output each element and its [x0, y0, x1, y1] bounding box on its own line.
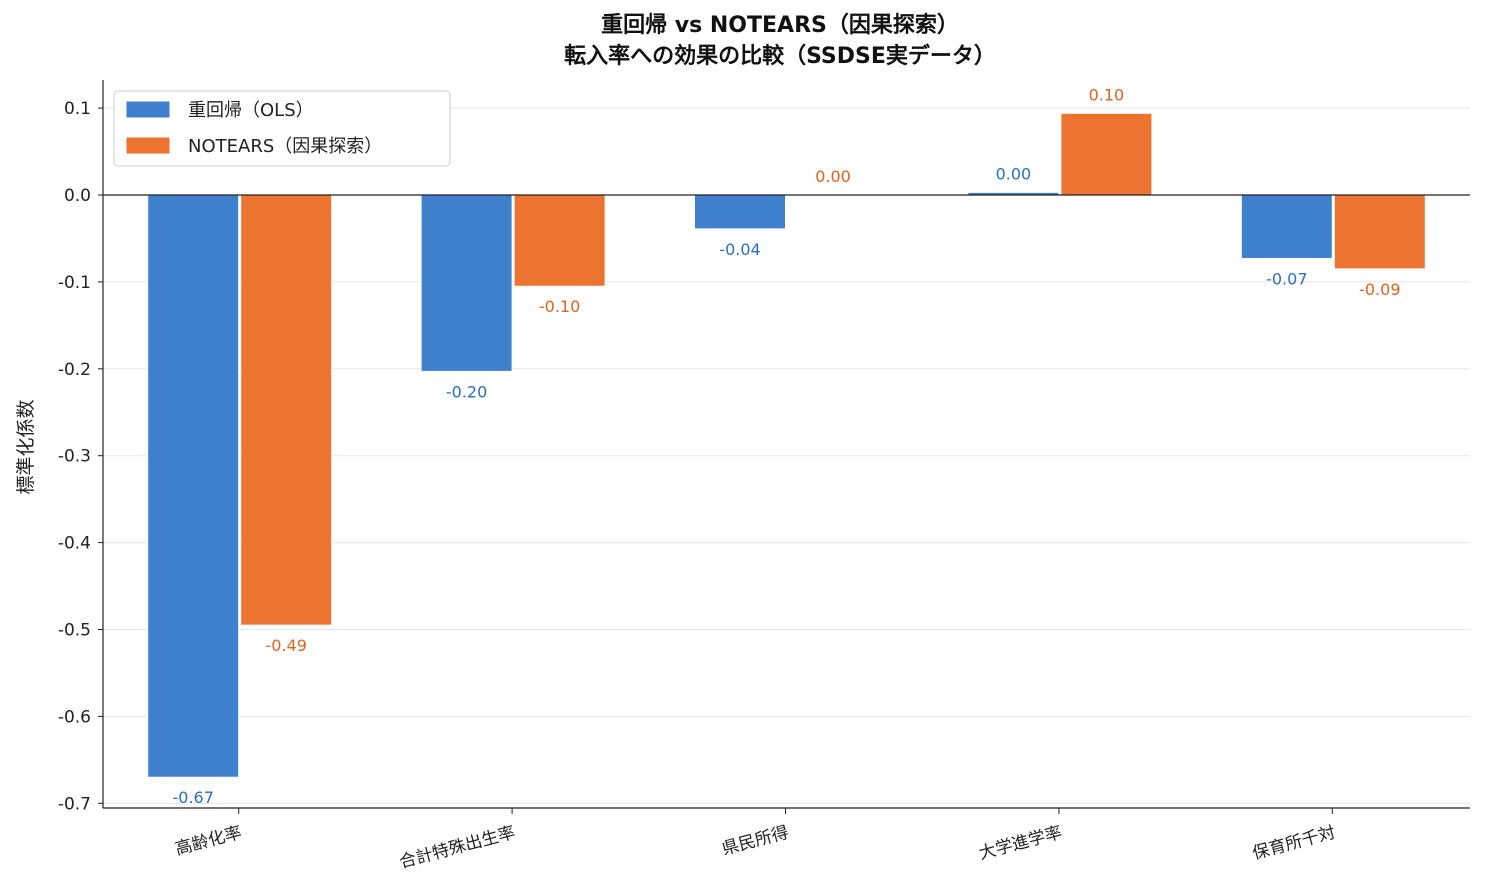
- data-label-ols: 0.00: [996, 164, 1032, 183]
- legend-label-notears: NOTEARS（因果探索）: [188, 136, 382, 157]
- bar-ols: [147, 194, 240, 778]
- y-tick-label: -0.4: [58, 534, 91, 554]
- data-labels: -0.67 -0.20 -0.04 0.00 -0.07 -0.49 -0.10 0.00 0.…: [172, 85, 1400, 807]
- y-tick-label: -0.2: [58, 360, 91, 380]
- y-tick-label: -0.7: [58, 794, 91, 814]
- data-label-ols: -0.04: [719, 240, 760, 259]
- legend-box: [113, 90, 451, 167]
- bar-notears: [240, 194, 333, 626]
- x-tick-label: 高齢化率: [173, 823, 244, 860]
- chart-title-line2: 転入率への効果の比較（SSDSE実データ）: [564, 43, 996, 69]
- bar-notears: [1333, 194, 1426, 270]
- data-label-notears: -0.10: [539, 297, 580, 316]
- legend-swatch-notears: [125, 136, 171, 155]
- x-tick-label: 大学進学率: [977, 823, 1064, 864]
- bars: [147, 112, 1426, 778]
- legend-swatch-ols: [125, 100, 171, 119]
- bar-notears: [513, 194, 606, 287]
- y-tick-label: -0.1: [58, 273, 91, 293]
- data-label-notears: 0.10: [1089, 85, 1125, 104]
- bar-ols: [420, 194, 513, 372]
- bar-notears: [1060, 112, 1153, 196]
- legend-label-ols: 重回帰（OLS）: [188, 100, 314, 121]
- y-tick-label: 0.1: [64, 99, 91, 119]
- data-label-ols: -0.20: [446, 382, 487, 401]
- y-tick-label: -0.6: [58, 707, 91, 727]
- data-label-notears: 0.00: [815, 167, 851, 186]
- data-label-ols: -0.07: [1266, 269, 1307, 288]
- y-axis-title: 標準化係数: [15, 399, 37, 494]
- data-label-ols: -0.67: [172, 788, 213, 807]
- bar-ols: [1240, 194, 1333, 259]
- x-tick-label: 合計特殊出生率: [397, 823, 517, 873]
- y-tick-label: -0.5: [58, 621, 91, 641]
- legend: 重回帰（OLS） NOTEARS（因果探索）: [113, 90, 451, 167]
- x-tick-label: 保育所千対: [1250, 823, 1337, 864]
- data-label-notears: -0.49: [265, 636, 306, 655]
- x-tick-label: 県民所得: [720, 823, 791, 860]
- y-tick-label: -0.3: [58, 447, 91, 467]
- bar-ols: [694, 194, 786, 230]
- y-tick-label: 0.0: [64, 186, 91, 206]
- chart-title-line1: 重回帰 vs NOTEARS（因果探索）: [601, 12, 959, 38]
- data-label-notears: -0.09: [1359, 280, 1400, 299]
